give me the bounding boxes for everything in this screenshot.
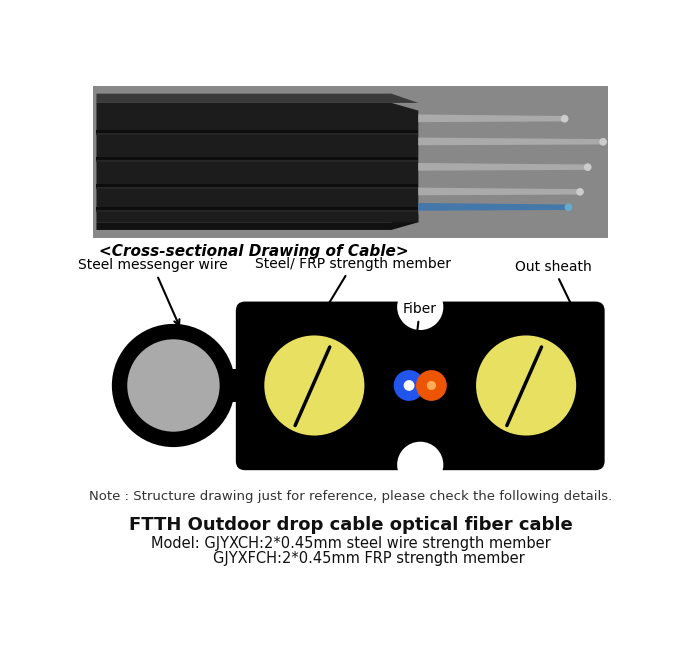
Polygon shape (96, 207, 419, 210)
Circle shape (112, 324, 235, 447)
Polygon shape (419, 114, 564, 122)
Polygon shape (96, 103, 419, 222)
Text: GJYXFCH:2*0.45mm FRP strength member: GJYXFCH:2*0.45mm FRP strength member (176, 551, 525, 566)
Circle shape (561, 115, 568, 122)
Polygon shape (96, 215, 419, 230)
Polygon shape (96, 133, 419, 135)
Bar (94, 86, 607, 237)
Text: Fiber: Fiber (403, 302, 437, 364)
Polygon shape (96, 94, 419, 103)
Polygon shape (96, 210, 419, 212)
Circle shape (476, 335, 576, 436)
Bar (215, 368, 256, 402)
Circle shape (427, 381, 436, 390)
Polygon shape (96, 184, 419, 187)
Circle shape (127, 339, 220, 432)
Text: FTTH Outdoor drop cable optical fiber cable: FTTH Outdoor drop cable optical fiber ca… (129, 515, 573, 533)
Polygon shape (419, 138, 603, 145)
Text: Out sheath: Out sheath (514, 260, 601, 366)
Polygon shape (419, 203, 568, 211)
Circle shape (404, 380, 415, 391)
Polygon shape (96, 187, 419, 189)
Polygon shape (96, 157, 419, 160)
Circle shape (564, 203, 573, 211)
Polygon shape (96, 130, 419, 133)
Circle shape (397, 442, 443, 488)
FancyBboxPatch shape (236, 301, 605, 470)
Polygon shape (419, 163, 588, 171)
Circle shape (397, 284, 443, 330)
Text: Steel/ FRP strength member: Steel/ FRP strength member (255, 257, 451, 311)
Circle shape (584, 164, 592, 171)
Circle shape (599, 138, 607, 146)
Polygon shape (419, 188, 580, 196)
Text: Model: GJYXCH:2*0.45mm steel wire strength member: Model: GJYXCH:2*0.45mm steel wire streng… (150, 535, 551, 551)
Circle shape (576, 188, 584, 196)
Text: Steel messenger wire: Steel messenger wire (78, 258, 228, 325)
Circle shape (264, 335, 365, 436)
Text: Note : Structure drawing just for reference, please check the following details.: Note : Structure drawing just for refere… (89, 490, 612, 503)
Polygon shape (96, 160, 419, 162)
Circle shape (416, 370, 447, 401)
Text: <Cross-sectional Drawing of Cable>: <Cross-sectional Drawing of Cable> (98, 244, 408, 259)
Circle shape (394, 370, 425, 401)
